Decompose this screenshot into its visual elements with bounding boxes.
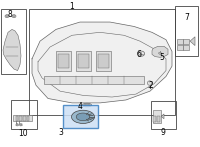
Bar [29,9,175,115]
Ellipse shape [72,110,95,123]
Bar [183,39,189,44]
Bar [56,51,71,71]
Bar [19,116,22,121]
Bar [13,115,32,121]
Bar [175,6,198,56]
Bar [177,39,183,44]
Text: 8: 8 [19,123,22,127]
Bar [153,110,161,123]
Bar [27,116,29,121]
Ellipse shape [76,113,90,121]
Text: 4: 4 [78,102,82,111]
Bar [23,116,26,121]
Text: 6: 6 [137,50,141,59]
Bar [177,45,183,50]
Circle shape [12,15,16,18]
Text: 5: 5 [160,53,164,62]
Text: 9: 9 [161,128,165,137]
Bar [157,116,160,122]
Circle shape [16,124,19,126]
Bar [183,45,189,50]
Bar [16,116,18,121]
Bar [96,51,111,71]
Ellipse shape [147,81,152,85]
Ellipse shape [83,103,92,107]
Bar [1,9,26,74]
Text: 1: 1 [70,2,74,11]
Bar [78,54,89,68]
Polygon shape [32,22,172,103]
Text: 10: 10 [18,129,28,138]
Circle shape [159,52,161,54]
Circle shape [19,124,22,126]
Text: 2: 2 [149,81,153,90]
Bar [44,76,144,84]
Bar [58,54,69,68]
Bar [153,116,156,122]
Text: 7: 7 [185,13,189,22]
Circle shape [137,51,145,56]
Polygon shape [152,46,168,57]
Text: 3: 3 [59,128,63,137]
Bar [98,54,109,68]
Ellipse shape [84,104,90,106]
Polygon shape [161,114,164,119]
Text: 8: 8 [16,123,19,127]
Text: 8: 8 [7,10,12,19]
Polygon shape [3,29,21,71]
Bar [76,51,91,71]
Circle shape [5,15,9,18]
Bar [151,101,176,129]
Polygon shape [190,37,195,46]
Bar [11,100,37,129]
Bar [63,105,98,128]
